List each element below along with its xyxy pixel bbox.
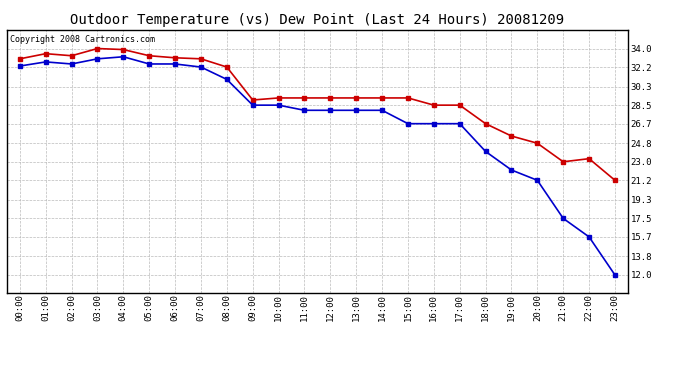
Title: Outdoor Temperature (vs) Dew Point (Last 24 Hours) 20081209: Outdoor Temperature (vs) Dew Point (Last…: [70, 13, 564, 27]
Text: Copyright 2008 Cartronics.com: Copyright 2008 Cartronics.com: [10, 35, 155, 44]
